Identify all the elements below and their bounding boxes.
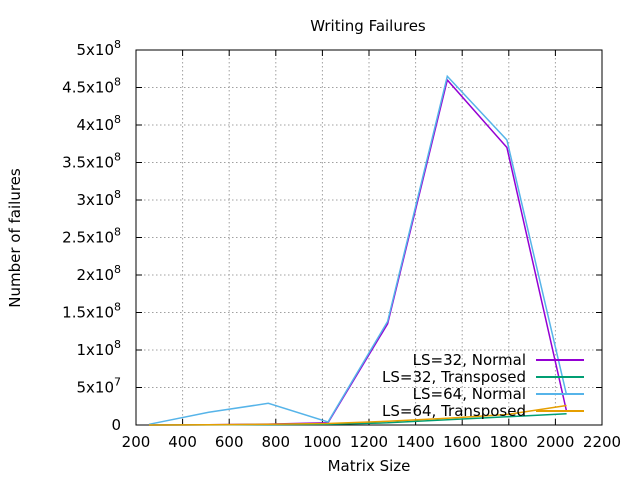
grid-layer bbox=[136, 50, 602, 425]
y-tick-label: 0 bbox=[111, 416, 121, 434]
y-tick-label: 1x108 bbox=[76, 338, 121, 359]
y-tick-label: 5x108 bbox=[76, 38, 121, 59]
x-tick-label: 600 bbox=[215, 433, 244, 451]
axis-ticks: 200 400 600 800 1000 1200 1400 1600 1800 2000 2200… bbox=[62, 38, 621, 451]
y-tick-label: 3x108 bbox=[76, 188, 121, 209]
y-tick-label: 2.5x108 bbox=[62, 226, 121, 247]
x-tick-label: 2000 bbox=[536, 433, 574, 451]
y-axis-title: Number of failures bbox=[6, 168, 24, 308]
legend-label-1: LS=32, Normal bbox=[413, 351, 526, 369]
x-axis-title: Matrix Size bbox=[328, 457, 411, 475]
chart-title: Writing Failures bbox=[310, 17, 426, 35]
x-tick-label: 1200 bbox=[350, 433, 388, 451]
x-tick-label: 200 bbox=[122, 433, 151, 451]
x-tick-label: 2200 bbox=[583, 433, 621, 451]
y-tick-label: 4x108 bbox=[76, 113, 121, 134]
x-tick-label: 1000 bbox=[303, 433, 341, 451]
series-layer bbox=[148, 74, 568, 426]
x-tick-label: 1400 bbox=[397, 433, 435, 451]
y-tick-label: 5x107 bbox=[76, 376, 121, 397]
series-line-3 bbox=[148, 74, 568, 426]
legend-label-3: LS=64, Normal bbox=[413, 385, 526, 403]
y-tick-label: 2x108 bbox=[76, 263, 121, 284]
y-tick-label: 4.5x108 bbox=[62, 76, 121, 97]
x-tick-label: 1600 bbox=[443, 433, 481, 451]
x-tick-label: 800 bbox=[261, 433, 290, 451]
series-line-4 bbox=[148, 404, 567, 426]
y-tick-label: 3.5x108 bbox=[62, 151, 121, 172]
x-tick-label: 400 bbox=[168, 433, 197, 451]
legend-label-2: LS=32, Transposed bbox=[382, 368, 526, 386]
y-tick-label: 1.5x108 bbox=[62, 301, 121, 322]
x-tick-label: 1800 bbox=[490, 433, 528, 451]
legend-label-4: LS=64, Transposed bbox=[382, 402, 526, 420]
